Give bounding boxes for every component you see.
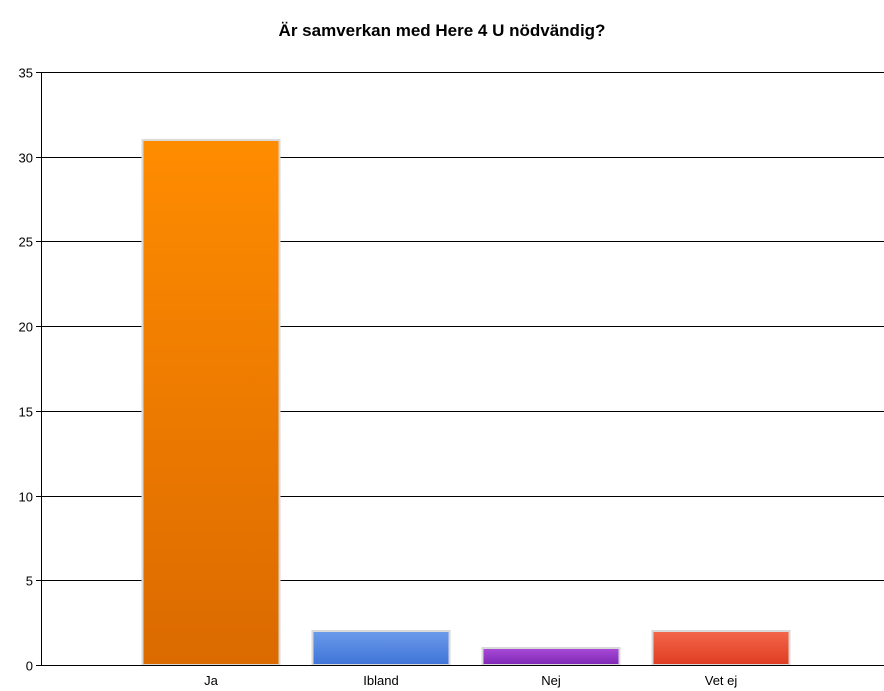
bar-ja	[141, 138, 281, 666]
y-tick-label-6: 30	[19, 151, 33, 166]
bar-nej	[481, 647, 621, 666]
y-tick-label-2: 10	[19, 490, 33, 505]
x-tick-label-0: Ja	[204, 673, 219, 688]
x-tick-label-3: Vet ej	[705, 673, 738, 688]
x-axis-ticks: Ja Ibland Nej Vet ej	[204, 673, 737, 688]
x-tick-label-2: Nej	[541, 673, 561, 688]
x-tick-label-1: Ibland	[363, 673, 398, 688]
y-tick-label-3: 15	[19, 405, 33, 420]
bar-ibland	[311, 630, 451, 666]
y-tick-label-0: 0	[26, 659, 33, 674]
y-tick-label-4: 20	[19, 320, 33, 335]
y-tick-label-5: 25	[19, 235, 33, 250]
bars	[141, 138, 791, 666]
axes	[36, 72, 884, 666]
chart-title: Är samverkan med Here 4 U nödvändig?	[279, 21, 606, 40]
y-axis-ticks: 0 5 10 15 20 25 30 35	[19, 66, 33, 674]
y-tick-label-1: 5	[26, 574, 33, 589]
bar-vet-ej	[651, 630, 791, 666]
y-tick-label-7: 35	[19, 66, 33, 81]
